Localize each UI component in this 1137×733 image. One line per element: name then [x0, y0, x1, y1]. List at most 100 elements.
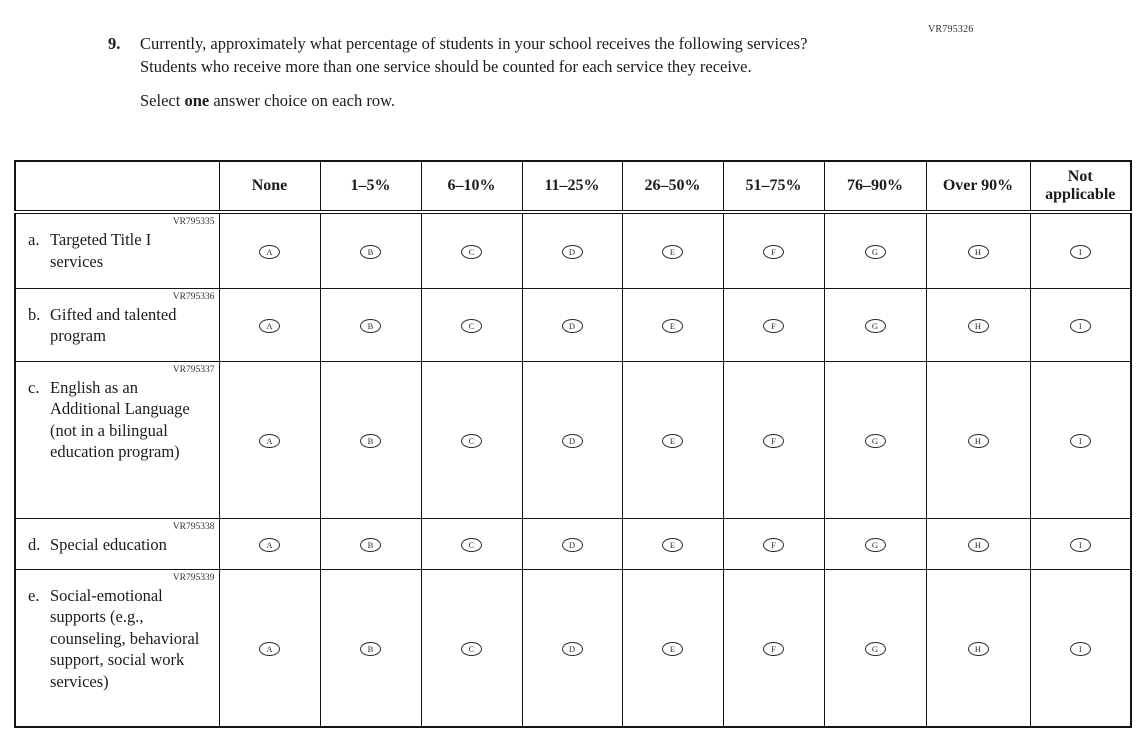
answer-bubble-i[interactable]: I — [1069, 433, 1091, 448]
answer-bubble-i[interactable]: I — [1069, 244, 1091, 259]
answer-cell[interactable]: C — [420, 517, 523, 570]
answer-bubble-g[interactable]: G — [864, 433, 886, 448]
row-code: VR795336 — [172, 291, 215, 302]
answer-bubble-e[interactable]: E — [662, 318, 683, 333]
answer-bubble-c[interactable]: C — [461, 641, 482, 656]
answer-cell[interactable]: E — [621, 211, 724, 289]
answer-cell[interactable]: B — [319, 568, 422, 728]
answer-bubble-f[interactable]: F — [763, 318, 784, 333]
answer-cell[interactable]: F — [722, 360, 825, 519]
answer-bubble-b[interactable]: B — [360, 244, 381, 259]
answer-cell[interactable]: D — [521, 287, 623, 362]
answer-cell[interactable]: F — [722, 517, 825, 570]
answer-cell[interactable]: E — [621, 517, 724, 570]
answer-cell[interactable]: A — [218, 568, 321, 728]
answer-cell[interactable]: E — [621, 568, 724, 728]
answer-cell[interactable]: D — [521, 360, 623, 519]
row-label: Gifted and talented program — [50, 304, 177, 346]
answer-bubble-c[interactable]: C — [461, 318, 482, 333]
answer-cell[interactable]: H — [925, 517, 1031, 570]
answer-cell[interactable]: C — [420, 360, 523, 519]
answer-cell[interactable]: E — [621, 360, 724, 519]
answer-cell[interactable]: C — [420, 568, 523, 728]
answer-bubble-i[interactable]: I — [1069, 641, 1091, 656]
answer-bubble-d[interactable]: D — [561, 244, 583, 259]
answer-cell[interactable]: I — [1029, 360, 1132, 519]
answer-bubble-d[interactable]: D — [561, 537, 583, 552]
answer-bubble-g[interactable]: G — [864, 641, 886, 656]
answer-cell[interactable]: H — [925, 211, 1031, 289]
answer-bubble-h[interactable]: H — [967, 318, 989, 333]
answer-cell[interactable]: B — [319, 360, 422, 519]
answer-bubble-c[interactable]: C — [461, 244, 482, 259]
answer-bubble-b[interactable]: B — [360, 433, 381, 448]
answer-cell[interactable]: A — [218, 517, 321, 570]
answer-cell[interactable]: G — [823, 568, 927, 728]
answer-cell[interactable]: I — [1029, 517, 1132, 570]
answer-cell[interactable]: F — [722, 568, 825, 728]
answer-bubble-f[interactable]: F — [763, 244, 784, 259]
answer-bubble-d[interactable]: D — [561, 433, 583, 448]
answer-bubble-a[interactable]: A — [259, 318, 280, 333]
answer-cell[interactable]: B — [319, 287, 422, 362]
answer-cell[interactable]: I — [1029, 568, 1132, 728]
answer-bubble-a[interactable]: A — [259, 433, 280, 448]
answer-bubble-b[interactable]: B — [360, 318, 381, 333]
answer-bubble-f[interactable]: F — [763, 537, 784, 552]
answer-bubble-b[interactable]: B — [360, 537, 381, 552]
answer-bubble-h[interactable]: H — [967, 537, 989, 552]
answer-cell[interactable]: F — [722, 211, 825, 289]
answer-bubble-e[interactable]: E — [662, 433, 683, 448]
answer-cell[interactable]: E — [621, 287, 724, 362]
answer-cell[interactable]: H — [925, 360, 1031, 519]
answer-cell[interactable]: I — [1029, 211, 1132, 289]
answer-cell[interactable]: C — [420, 211, 523, 289]
question-number: 9. — [108, 34, 121, 53]
answer-bubble-f[interactable]: F — [763, 433, 784, 448]
answer-bubble-a[interactable]: A — [259, 244, 280, 259]
answer-bubble-e[interactable]: E — [662, 641, 683, 656]
answer-cell[interactable]: A — [218, 360, 321, 519]
answer-cell[interactable]: H — [925, 568, 1031, 728]
answer-bubble-b[interactable]: B — [360, 641, 381, 656]
answer-cell[interactable]: G — [823, 287, 927, 362]
answer-cell[interactable]: B — [319, 211, 422, 289]
row-header-cell: VR795339 e. Social-emotional supports (e… — [14, 568, 220, 728]
answer-bubble-c[interactable]: C — [461, 537, 482, 552]
answer-bubble-a[interactable]: A — [259, 537, 280, 552]
answer-bubble-e[interactable]: E — [662, 244, 683, 259]
answer-bubble-h[interactable]: H — [967, 641, 989, 656]
answer-cell[interactable]: G — [823, 360, 927, 519]
answer-cell[interactable]: F — [722, 287, 825, 362]
answer-bubble-i[interactable]: I — [1069, 537, 1091, 552]
column-header-over-90: Over 90% — [925, 160, 1031, 214]
answer-bubble-i[interactable]: I — [1069, 318, 1091, 333]
answer-bubble-d[interactable]: D — [561, 318, 583, 333]
answer-cell[interactable]: I — [1029, 287, 1132, 362]
answer-cell[interactable]: C — [420, 287, 523, 362]
answer-bubble-f[interactable]: F — [763, 641, 784, 656]
answer-bubble-h[interactable]: H — [967, 433, 989, 448]
answer-bubble-e[interactable]: E — [662, 537, 683, 552]
answer-cell[interactable]: G — [823, 211, 927, 289]
answer-bubble-c[interactable]: C — [461, 433, 482, 448]
answer-cell[interactable]: A — [218, 287, 321, 362]
answer-cell[interactable]: G — [823, 517, 927, 570]
column-header-11-25: 11–25% — [521, 160, 623, 214]
answer-cell[interactable]: D — [521, 568, 623, 728]
table-row-b: VR795336 b. Gifted and talented program … — [14, 287, 1132, 362]
answer-bubble-a[interactable]: A — [259, 641, 280, 656]
answer-cell[interactable]: D — [521, 517, 623, 570]
answer-bubble-g[interactable]: G — [864, 318, 886, 333]
row-code: VR795338 — [172, 521, 215, 532]
row-letter: b. — [28, 304, 41, 324]
answer-cell[interactable]: B — [319, 517, 422, 570]
answer-bubble-d[interactable]: D — [561, 641, 583, 656]
answer-bubble-g[interactable]: G — [864, 537, 886, 552]
answer-bubble-g[interactable]: G — [864, 244, 886, 259]
answer-cell[interactable]: A — [218, 211, 321, 289]
column-header-none: None — [218, 160, 321, 214]
answer-cell[interactable]: H — [925, 287, 1031, 362]
answer-cell[interactable]: D — [521, 211, 623, 289]
answer-bubble-h[interactable]: H — [967, 244, 989, 259]
